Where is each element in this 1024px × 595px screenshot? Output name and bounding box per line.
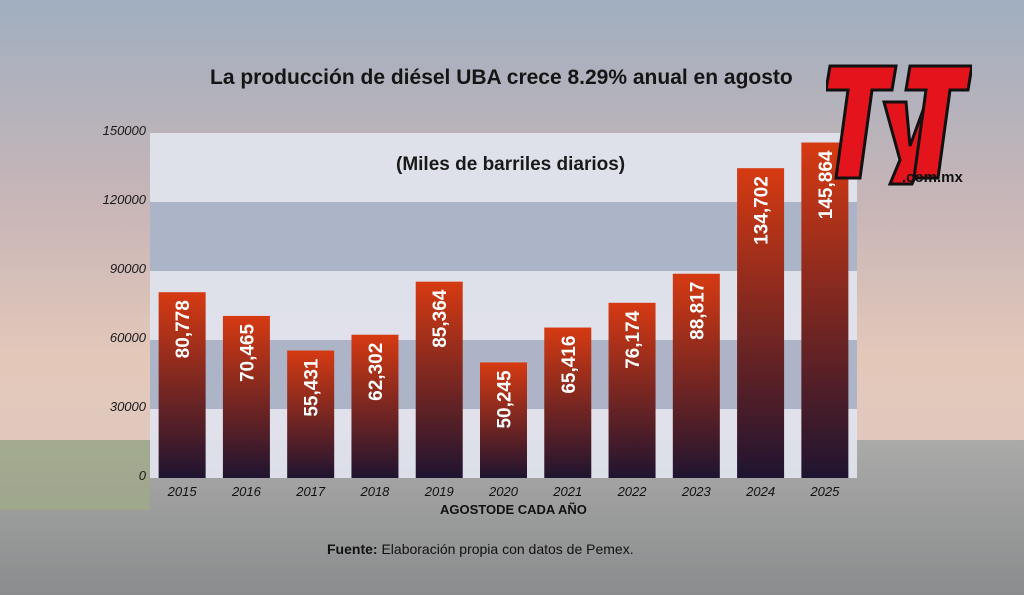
bars: 80,778 70,465 55,431 62,302 85,364 50,245 65,4…	[158, 142, 849, 478]
bar-value-label: 62,302	[366, 343, 387, 401]
bar-value-label: 65,416	[559, 336, 580, 394]
y-tick-label: 150000	[103, 123, 147, 138]
x-axis-ticks: 2015 2016 2017 2018 2019 2020 2021 2022 2023 2024…	[167, 484, 840, 499]
bar-2022	[608, 302, 656, 478]
bar-value-label: 80,778	[173, 300, 194, 358]
y-tick-label: 60000	[110, 330, 147, 345]
logo-url: .com.mx	[902, 169, 963, 186]
bar-2019	[415, 281, 463, 478]
bar-2017	[287, 350, 335, 478]
bar-2021	[544, 327, 592, 478]
x-tick-label: 2024	[745, 484, 775, 499]
bar-value-label: 85,364	[430, 289, 451, 348]
y-tick-label: 30000	[110, 399, 147, 414]
x-axis-label: AGOSTODE CADA AÑO	[440, 502, 587, 517]
bar-2018	[351, 334, 399, 478]
x-tick-label: 2019	[424, 484, 454, 499]
y-tick-label: 120000	[103, 192, 147, 207]
bar-value-label: 76,174	[623, 310, 644, 369]
bar-value-label: 145,864	[816, 150, 837, 219]
x-tick-label: 2022	[617, 484, 648, 499]
bar-value-label: 134,702	[752, 176, 773, 245]
bar-2025	[801, 142, 849, 478]
x-tick-label: 2016	[231, 484, 262, 499]
y-tick-label: 90000	[110, 261, 147, 276]
bar-value-label: 50,245	[495, 370, 516, 429]
bar-2015	[158, 292, 206, 478]
tyt-logo	[826, 64, 972, 186]
y-tick-label: 0	[139, 468, 147, 483]
y-axis-ticks: 0 30000 60000 90000 120000 150000	[103, 123, 147, 483]
x-tick-label: 2018	[359, 484, 390, 499]
x-tick-label: 2015	[167, 484, 198, 499]
chart-subtitle: (Miles de barriles diarios)	[396, 154, 626, 175]
x-tick-label: 2020	[488, 484, 519, 499]
bar-2024	[737, 168, 785, 478]
source-label: Fuente:	[327, 541, 378, 557]
bar-2016	[222, 315, 270, 478]
chart-title: La producción de diésel UBA crece 8.29% …	[210, 66, 793, 89]
bar-value-label: 70,465	[237, 324, 258, 383]
bar-value-label: 88,817	[687, 282, 708, 340]
x-tick-label: 2021	[552, 484, 582, 499]
bar-value-label: 55,431	[302, 358, 323, 417]
x-tick-label: 2025	[809, 484, 840, 499]
bar-2023	[672, 273, 720, 478]
source-note: Fuente: Elaboración propia con datos de …	[327, 541, 634, 557]
source-text: Elaboración propia con datos de Pemex.	[381, 541, 634, 557]
bar-2020	[480, 362, 527, 478]
x-tick-label: 2023	[681, 484, 712, 499]
x-tick-label: 2017	[295, 484, 326, 499]
